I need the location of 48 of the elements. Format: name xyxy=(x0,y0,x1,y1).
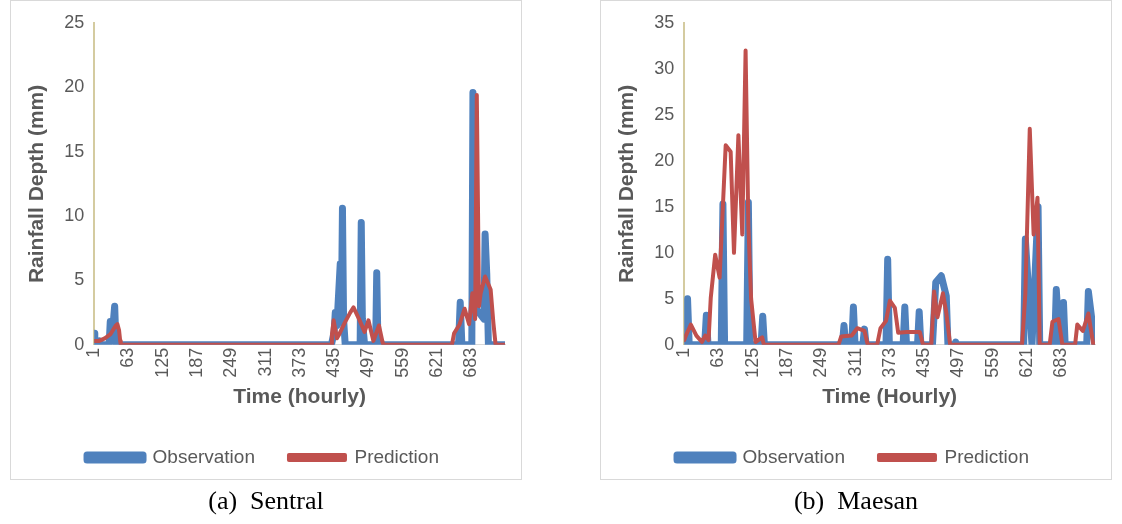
x-tick-label: 373 xyxy=(878,347,899,378)
y-tick-label: 5 xyxy=(664,287,675,308)
y-tick-label: 25 xyxy=(64,11,85,32)
x-tick-label: 311 xyxy=(254,347,275,377)
y-tick-label: 10 xyxy=(654,241,675,262)
x-tick-label: 559 xyxy=(391,347,412,378)
x-tick-label: 249 xyxy=(810,347,831,378)
y-tick-label: 35 xyxy=(654,11,675,32)
x-tick-label: 497 xyxy=(947,347,968,378)
legend-label: Prediction xyxy=(354,445,439,467)
x-tick-label: 621 xyxy=(425,347,446,378)
x-tick-label: 311 xyxy=(844,347,865,377)
x-tick-label: 63 xyxy=(117,347,138,368)
legend-label: Observation xyxy=(742,445,845,467)
x-tick-label: 683 xyxy=(1050,347,1071,378)
y-tick-label: 15 xyxy=(654,195,675,216)
x-tick-label: 497 xyxy=(357,347,378,378)
x-tick-label: 373 xyxy=(288,347,309,378)
x-tick-label: 435 xyxy=(323,347,344,378)
y-tick-label: 0 xyxy=(664,333,675,354)
text: (b) Maesan xyxy=(792,486,920,516)
y-tick-label: 25 xyxy=(654,103,675,124)
x-axis-title: Time (hourly) xyxy=(233,384,366,408)
y-tick-label: 20 xyxy=(64,76,85,97)
y-tick-label: 15 xyxy=(64,140,85,161)
x-tick-label: 621 xyxy=(1015,347,1036,378)
x-axis-title: Time (Hourly) xyxy=(822,384,958,408)
x-tick-label: 187 xyxy=(776,347,797,378)
x-tick-label: 125 xyxy=(151,347,172,378)
x-tick-label: 1 xyxy=(83,347,104,358)
y-axis-title: Rainfall Depth (mm) xyxy=(24,84,48,284)
x-tick-label: 435 xyxy=(913,347,934,378)
x-tick-label: 683 xyxy=(460,347,481,378)
legend-label: Observation xyxy=(152,445,255,467)
y-tick-label: 10 xyxy=(64,205,85,226)
x-tick-label: 559 xyxy=(981,347,1002,378)
y-tick-label: 5 xyxy=(74,269,85,290)
y-tick-label: 0 xyxy=(74,333,85,354)
x-tick-label: 249 xyxy=(220,347,241,378)
x-tick-label: 125 xyxy=(741,347,762,378)
x-tick-label: 187 xyxy=(186,347,207,378)
y-axis-title: Rainfall Depth (mm) xyxy=(614,84,638,284)
legend-label: Prediction xyxy=(944,445,1029,467)
y-tick-label: 20 xyxy=(654,149,675,170)
x-tick-label: 63 xyxy=(707,347,728,368)
x-tick-label: 1 xyxy=(673,347,694,358)
text: (a) Sentral xyxy=(207,486,325,516)
y-tick-label: 30 xyxy=(654,57,675,78)
